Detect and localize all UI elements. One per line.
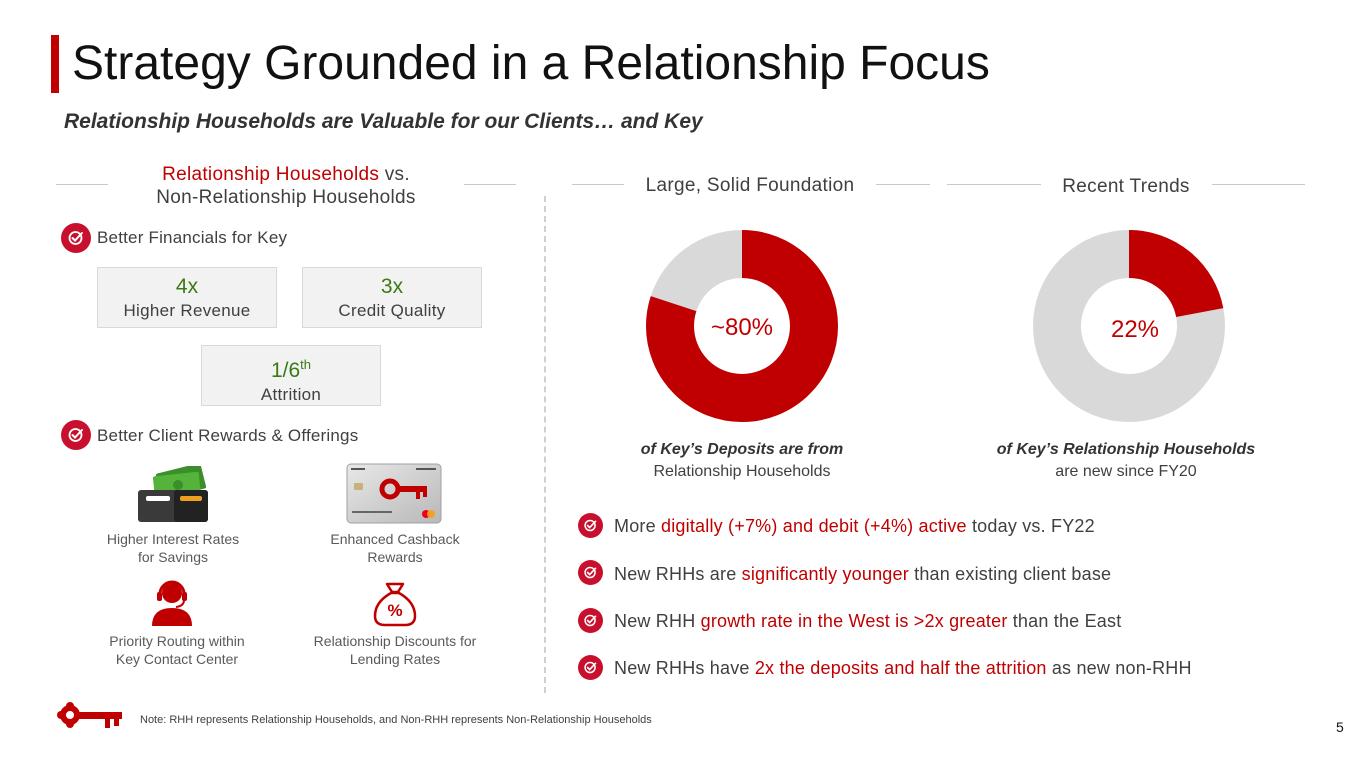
stat-label: Attrition: [260, 385, 322, 404]
section-divider: [544, 196, 546, 693]
trend-highlight: growth rate in the West is >2x greater: [700, 611, 1008, 631]
foundation-value-label: ~80%: [710, 314, 774, 341]
stat-label: Higher Revenue: [123, 301, 251, 320]
stat-label: Credit Quality: [338, 301, 446, 320]
stat-box-credit: 3x Credit Quality: [302, 267, 482, 328]
trends-donut-chart: [1033, 230, 1225, 422]
svg-text:%: %: [387, 601, 402, 620]
heading-rule-left: [947, 184, 1041, 185]
caption-line2: Key Contact Center: [115, 651, 239, 667]
foundation-heading: Large, Solid Foundation: [645, 175, 855, 196]
stat-value-main: 1/6: [270, 359, 301, 382]
stat-value-sup: th: [300, 357, 312, 372]
reward-caption-savings: Higher Interest Rates for Savings: [92, 530, 254, 566]
stat-value: 3x: [380, 275, 404, 298]
trend-bullet: New RHH growth rate in the West is >2x g…: [614, 611, 1121, 632]
check-badge-icon: [578, 655, 603, 680]
donut-value-arc: [646, 230, 838, 422]
check-badge-icon: [61, 420, 91, 450]
caption-line1: Relationship Discounts for: [313, 633, 477, 649]
stat-value: 4x: [175, 275, 199, 298]
check-badge-icon: [578, 560, 603, 585]
trends-value-label: 22%: [1110, 316, 1160, 343]
check-badge-icon: [578, 513, 603, 538]
reward-caption-discounts: Relationship Discounts for Lending Rates: [305, 632, 485, 668]
page-subtitle: Relationship Households are Valuable for…: [64, 110, 703, 133]
trend-highlight: digitally (+7%) and debit (+4%) active: [661, 516, 967, 536]
caption-line2: for Savings: [137, 549, 209, 565]
trend-text: today vs. FY22: [966, 516, 1095, 536]
money-bag-icon: %: [373, 582, 417, 627]
caption-line2: Lending Rates: [349, 651, 441, 667]
caption-line2: Relationship Households: [653, 463, 831, 480]
reward-caption-cashback: Enhanced Cashback Rewards: [315, 530, 475, 566]
title-accent-bar: [51, 35, 59, 93]
heading-line2: Non-Relationship Households: [156, 187, 416, 208]
headset-agent-icon: [152, 580, 192, 626]
page-title: Strategy Grounded in a Relationship Focu…: [72, 37, 990, 90]
heading-rule-right: [464, 184, 516, 185]
trend-bullet: More digitally (+7%) and debit (+4%) act…: [614, 516, 1095, 537]
trend-text: New RHHs are: [614, 564, 742, 584]
wallet-icon: [138, 466, 208, 522]
check-badge-icon: [578, 608, 603, 633]
foundation-caption: of Key’s Deposits are from Relationship …: [592, 439, 892, 483]
trend-highlight: significantly younger: [741, 564, 909, 584]
heading-rule-right: [876, 184, 930, 185]
trend-highlight: 2x the deposits and half the attrition: [754, 658, 1047, 678]
trend-text: than existing client base: [908, 564, 1112, 584]
trend-text: as new non-RHH: [1046, 658, 1192, 678]
heading-rule-left: [56, 184, 108, 185]
trends-caption: of Key’s Relationship Households are new…: [966, 439, 1286, 483]
caption-line2: Rewards: [367, 549, 423, 565]
donut-value-arc: [1033, 230, 1225, 422]
trend-bullet: New RHHs are significantly younger than …: [614, 564, 1111, 585]
footnote: Note: RHH represents Relationship Househ…: [140, 714, 652, 726]
reward-caption-routing: Priority Routing within Key Contact Cent…: [92, 632, 262, 668]
stat-box-revenue: 4x Higher Revenue: [97, 267, 277, 328]
heading-rule-right: [1212, 184, 1305, 185]
stat-box-attrition: 1/6th Attrition: [201, 345, 381, 406]
trend-text: New RHHs have: [614, 658, 755, 678]
trend-text: than the East: [1007, 611, 1122, 631]
trend-bullet: New RHHs have 2x the deposits and half t…: [614, 658, 1192, 679]
caption-line1: Priority Routing within: [109, 633, 245, 649]
trend-text: New RHH: [614, 611, 701, 631]
key-logo-icon: [57, 702, 122, 728]
trend-text: More: [614, 516, 662, 536]
check-badge-icon: [61, 223, 91, 253]
heading-vs: vs.: [379, 164, 410, 185]
foundation-donut-chart: [646, 230, 838, 422]
heading-rule-left: [572, 184, 624, 185]
page-number: 5: [1336, 719, 1344, 735]
stat-value: 1/6th: [202, 352, 380, 384]
rewards-label: Better Client Rewards & Offerings: [97, 426, 359, 445]
trends-heading: Recent Trends: [1062, 176, 1190, 197]
heading-highlight: Relationship Households: [162, 164, 380, 185]
caption-bold: of Key’s Relationship Households: [996, 441, 1256, 458]
caption-line1: Enhanced Cashback: [330, 531, 460, 547]
financials-label: Better Financials for Key: [97, 228, 288, 247]
credit-card-icon: [346, 463, 442, 524]
caption-line1: Higher Interest Rates: [106, 531, 240, 547]
caption-bold: of Key’s Deposits are from: [640, 441, 844, 458]
caption-line2: are new since FY20: [1055, 463, 1197, 480]
relationship-comparison-heading: Relationship Households vs. Non-Relation…: [116, 163, 456, 209]
